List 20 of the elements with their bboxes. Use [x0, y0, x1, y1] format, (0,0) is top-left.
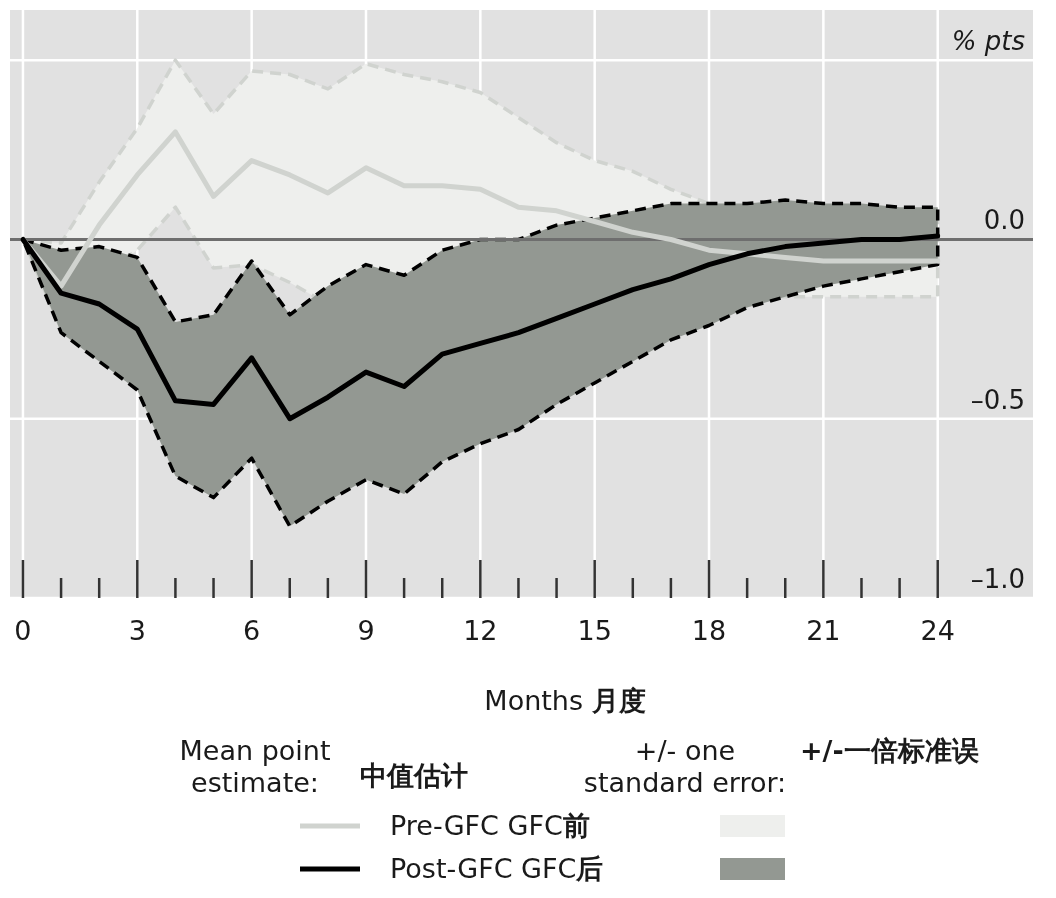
y-tick-label: 0.0	[983, 205, 1025, 236]
x-tick-label: 6	[243, 615, 261, 646]
x-tick-label: 21	[806, 615, 841, 646]
y-axis-title: % pts	[951, 26, 1025, 56]
y-tick-label: –1.0	[970, 564, 1025, 594]
text: +/- one standard error:	[583, 735, 787, 798]
text: Mean point estimate:	[179, 735, 331, 798]
x-tick-label: 24	[920, 615, 955, 646]
x-tick-label: 12	[463, 615, 498, 646]
x-tick-label: 18	[691, 615, 727, 646]
y-tick-label: –0.5	[970, 384, 1025, 415]
x-tick-label: 0	[14, 615, 32, 646]
text: +/-一倍标准误	[800, 735, 979, 766]
text: 中值估计	[360, 760, 468, 791]
x-tick-label: 15	[577, 615, 612, 646]
x-tick-label: 9	[357, 615, 375, 646]
x-tick-label: 3	[128, 615, 146, 646]
legend-label: Pre-GFC GFC前	[390, 810, 590, 841]
legend-label: Post-GFC GFC后	[390, 853, 604, 884]
x-axis-title: Months 月度	[484, 685, 646, 716]
